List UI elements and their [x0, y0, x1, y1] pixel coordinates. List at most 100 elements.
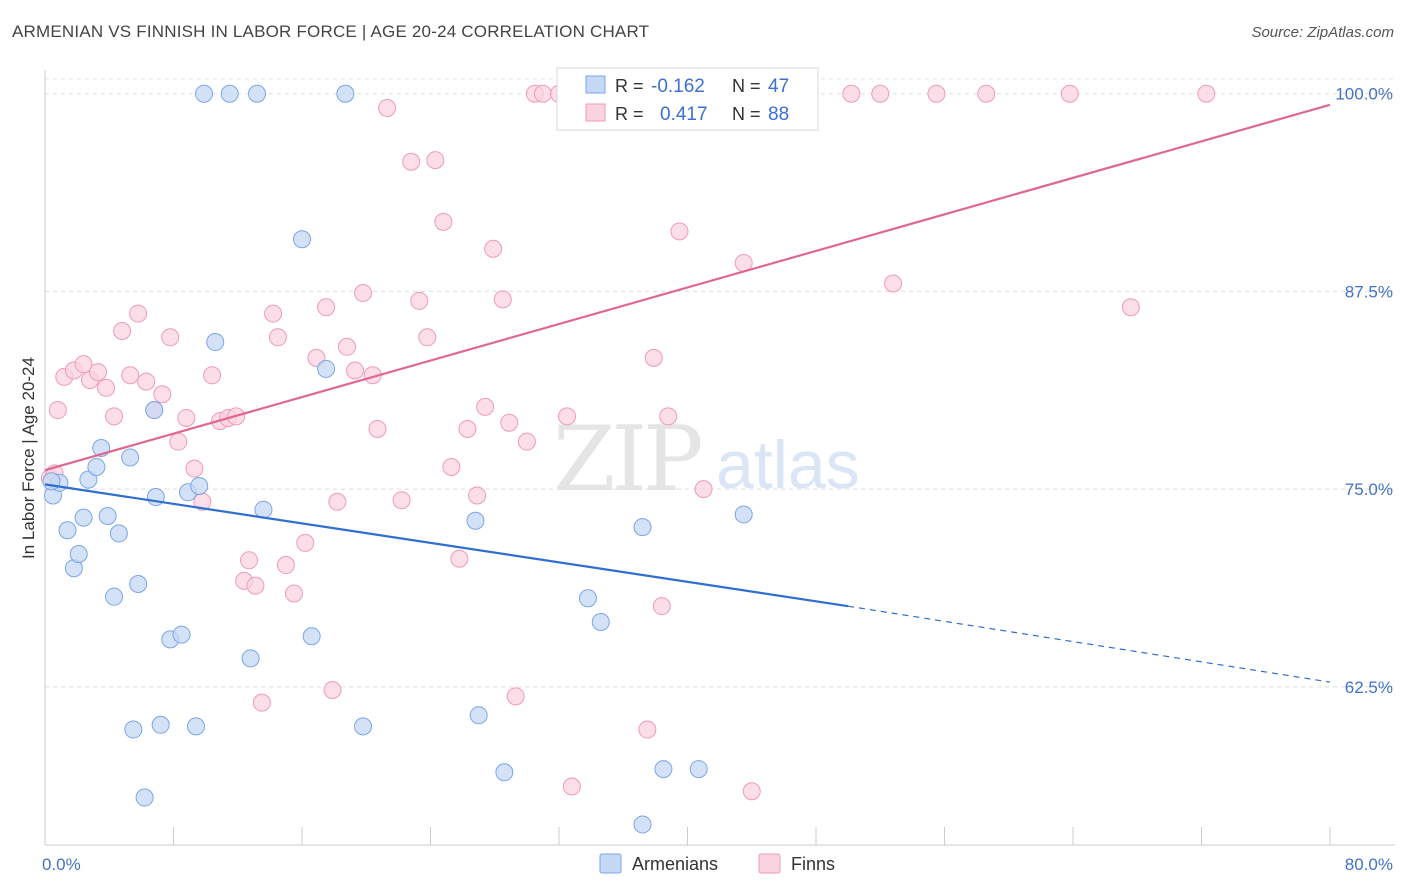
bottom-legend-finns-swatch	[758, 853, 781, 874]
finns-point-46	[418, 328, 437, 347]
y-tick-label-0: 100.0%	[1335, 85, 1393, 104]
chart-title: ARMENIAN VS FINNISH IN LABOR FORCE | AGE…	[12, 22, 650, 41]
legend-r-finns: 0.417	[660, 104, 708, 125]
axes	[44, 70, 1395, 846]
armenians-point-43	[654, 760, 673, 779]
armenians-point-32	[317, 359, 336, 378]
finns-point-60	[533, 84, 552, 103]
tick-labels: 100.0% 87.5% 75.0% 62.5% 0.0% 80.0%	[42, 85, 1393, 874]
watermark-atlas: atlas	[716, 427, 860, 503]
armenians-trend-line	[44, 483, 849, 608]
armenians-point-30	[293, 230, 311, 249]
finns-point-49	[442, 457, 461, 476]
finns-point-12	[137, 372, 156, 391]
bottom-legend-armenians-swatch	[599, 853, 622, 874]
armenians-legend-swatch	[585, 75, 606, 94]
armenians-point-40	[591, 612, 610, 631]
bottom-legend-armenians: Armenians	[632, 854, 718, 874]
finns-point-79	[871, 84, 890, 103]
bottom-legend: Armenians Finns	[599, 853, 835, 874]
finns-point-39	[354, 284, 373, 303]
watermark-zip: ZIP	[553, 407, 701, 512]
legend-n-label-armenians: N =	[732, 76, 761, 96]
finns-point-25	[239, 551, 258, 570]
finns-point-41	[368, 420, 387, 439]
finns-point-71	[694, 480, 713, 499]
finns-point-43	[392, 491, 411, 510]
finns-point-30	[276, 556, 295, 575]
finns-point-20	[203, 366, 222, 385]
finns-point-15	[161, 328, 180, 347]
chart-source: Source: ZipAtlas.com	[1251, 24, 1394, 41]
finns-point-38	[346, 361, 365, 380]
armenians-point-2	[58, 521, 77, 540]
finns-point-58	[517, 432, 536, 451]
finns-point-10	[121, 366, 140, 385]
armenians-trend-line-extension	[848, 605, 1331, 683]
armenians-point-10	[105, 587, 124, 606]
armenians-point-39	[578, 589, 597, 608]
armenians-point-9	[98, 507, 117, 526]
armenians-point-28	[248, 84, 267, 103]
finns-point-28	[264, 304, 283, 323]
armenians-point-35	[466, 511, 485, 530]
finns-point-57	[506, 687, 525, 706]
finns-point-8	[105, 407, 124, 426]
finns-point-34	[317, 298, 336, 317]
finns-point-29	[268, 328, 287, 347]
watermark: ZIP atlas	[553, 407, 860, 512]
finns-point-50	[450, 549, 469, 568]
finns-point-69	[659, 407, 678, 426]
armenians-point-15	[135, 788, 154, 807]
armenians-point-33	[336, 84, 355, 103]
finns-legend-swatch	[585, 103, 606, 122]
armenians-point-12	[121, 448, 140, 467]
finns-point-81	[927, 84, 946, 103]
finns-point-17	[177, 408, 196, 427]
finns-point-48	[434, 212, 453, 231]
armenians-point-34	[354, 717, 373, 736]
armenians-point-6	[79, 470, 98, 489]
finns-point-86	[742, 782, 761, 801]
grid-lines	[45, 78, 1395, 688]
legend-n-finns: 88	[768, 104, 789, 125]
armenians-point-37	[495, 763, 514, 782]
legend-r-label-finns: R =	[615, 104, 644, 124]
armenians-point-26	[220, 84, 239, 103]
armenians-point-24	[195, 84, 214, 103]
trend-lines	[44, 103, 1331, 683]
armenians-point-41	[633, 518, 652, 537]
finns-point-51	[458, 420, 477, 439]
x-tick-label-0: 0.0%	[42, 855, 81, 874]
armenians-point-14	[129, 575, 148, 594]
finns-point-18	[185, 459, 204, 478]
armenians-point-44	[689, 760, 708, 779]
finns-point-7	[97, 378, 116, 397]
finns-point-26	[246, 576, 265, 595]
finns-point-31	[284, 584, 303, 603]
armenians-point-22	[186, 717, 205, 736]
armenians-point-45	[734, 505, 753, 524]
finns-point-9	[113, 321, 132, 340]
y-tick-label-2: 75.0%	[1345, 480, 1393, 499]
finns-point-37	[337, 337, 356, 356]
armenians-point-4	[69, 544, 88, 563]
finns-point-42	[378, 98, 397, 117]
finns-point-78	[842, 84, 861, 103]
armenians-point-27	[241, 649, 260, 668]
finns-point-35	[323, 681, 342, 699]
finns-point-52	[468, 486, 487, 505]
finns-point-11	[129, 304, 148, 323]
finns-point-1	[48, 401, 67, 420]
y-axis-title: In Labor Force | Age 20-24	[19, 357, 38, 559]
finns-point-56	[500, 413, 519, 432]
finns-point-66	[638, 720, 657, 739]
y-tick-label-1: 87.5%	[1345, 282, 1393, 301]
x-tick-label-1: 80.0%	[1345, 855, 1393, 874]
finns-point-85	[1197, 84, 1216, 103]
finns-point-32	[296, 533, 315, 552]
armenians-point-42	[633, 815, 652, 834]
armenians-point-5	[74, 508, 93, 527]
armenians-point-11	[109, 524, 128, 543]
